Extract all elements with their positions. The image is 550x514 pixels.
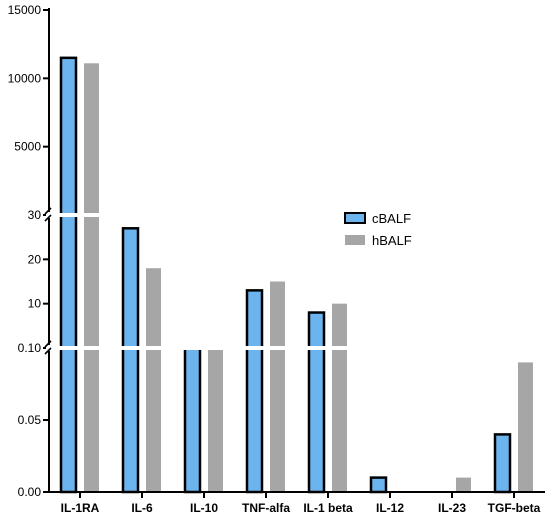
y-tick-label: 0.00 bbox=[18, 485, 42, 499]
axis-break-band bbox=[51, 213, 547, 217]
x-tick-label: IL-1 beta bbox=[303, 501, 353, 514]
legend-swatch-cbalf bbox=[344, 212, 366, 224]
x-tick-label: IL-6 bbox=[131, 501, 153, 514]
y-tick-label: 30 bbox=[28, 208, 42, 222]
legend: cBALF hBALF bbox=[344, 211, 412, 248]
y-tick-label: 5000 bbox=[14, 140, 41, 154]
axis-break-mark bbox=[44, 214, 52, 222]
y-tick-label: 0.05 bbox=[18, 413, 42, 427]
bar-cbalf-tgf-beta bbox=[493, 433, 512, 494]
bar-hbalf-il-23 bbox=[456, 477, 471, 492]
axis-break-gap bbox=[46, 345, 52, 351]
bar-hbalf-il-1ra bbox=[84, 63, 99, 493]
axis-break-band bbox=[51, 346, 547, 350]
x-tick-label: TGF-beta bbox=[488, 501, 541, 514]
bar-cbalf-il-6 bbox=[121, 227, 140, 494]
bars-group bbox=[59, 56, 533, 494]
axis-breaks bbox=[44, 207, 547, 355]
y-tick-label: 0.10 bbox=[18, 341, 42, 355]
x-tick-label: IL-10 bbox=[190, 501, 218, 514]
bar-cbalf-il-10 bbox=[183, 346, 202, 494]
legend-label-cbalf: cBALF bbox=[372, 211, 411, 226]
y-tick-label: 10 bbox=[28, 297, 42, 311]
bar-hbalf-il-6 bbox=[146, 268, 161, 492]
y-tick-label: 10000 bbox=[8, 71, 42, 85]
axis-break-mark bbox=[44, 340, 52, 348]
bar-hbalf-tnf-alfa bbox=[270, 281, 285, 492]
bar-cbalf-il-1-beta bbox=[307, 311, 326, 494]
legend-swatch-hbalf bbox=[345, 235, 365, 245]
axis-break-mark bbox=[44, 347, 52, 355]
bar-hbalf-il-10 bbox=[208, 347, 223, 492]
y-tick-label: 15000 bbox=[8, 3, 42, 17]
axis-break-gap bbox=[46, 212, 52, 218]
bar-hbalf-il-1-beta bbox=[332, 303, 347, 492]
x-tick-label: IL-23 bbox=[438, 501, 466, 514]
legend-label-hbalf: hBALF bbox=[372, 233, 412, 248]
axis-break-mark bbox=[44, 207, 52, 215]
x-tick-label: IL-1RA bbox=[61, 501, 100, 514]
bar-cbalf-tnf-alfa bbox=[245, 289, 264, 494]
bar-cbalf-il-1ra bbox=[59, 56, 78, 494]
axes-group: IL-1RA IL-6 IL-10 TNF-alfa IL-1 beta IL-12 IL-… bbox=[8, 3, 545, 514]
x-tick-label: IL-12 bbox=[376, 501, 404, 514]
bar-hbalf-tgf-beta bbox=[518, 362, 533, 492]
y-tick-label: 20 bbox=[28, 252, 42, 266]
x-tick-label: TNF-alfa bbox=[242, 501, 290, 514]
bar-cbalf-il-12 bbox=[369, 476, 388, 494]
